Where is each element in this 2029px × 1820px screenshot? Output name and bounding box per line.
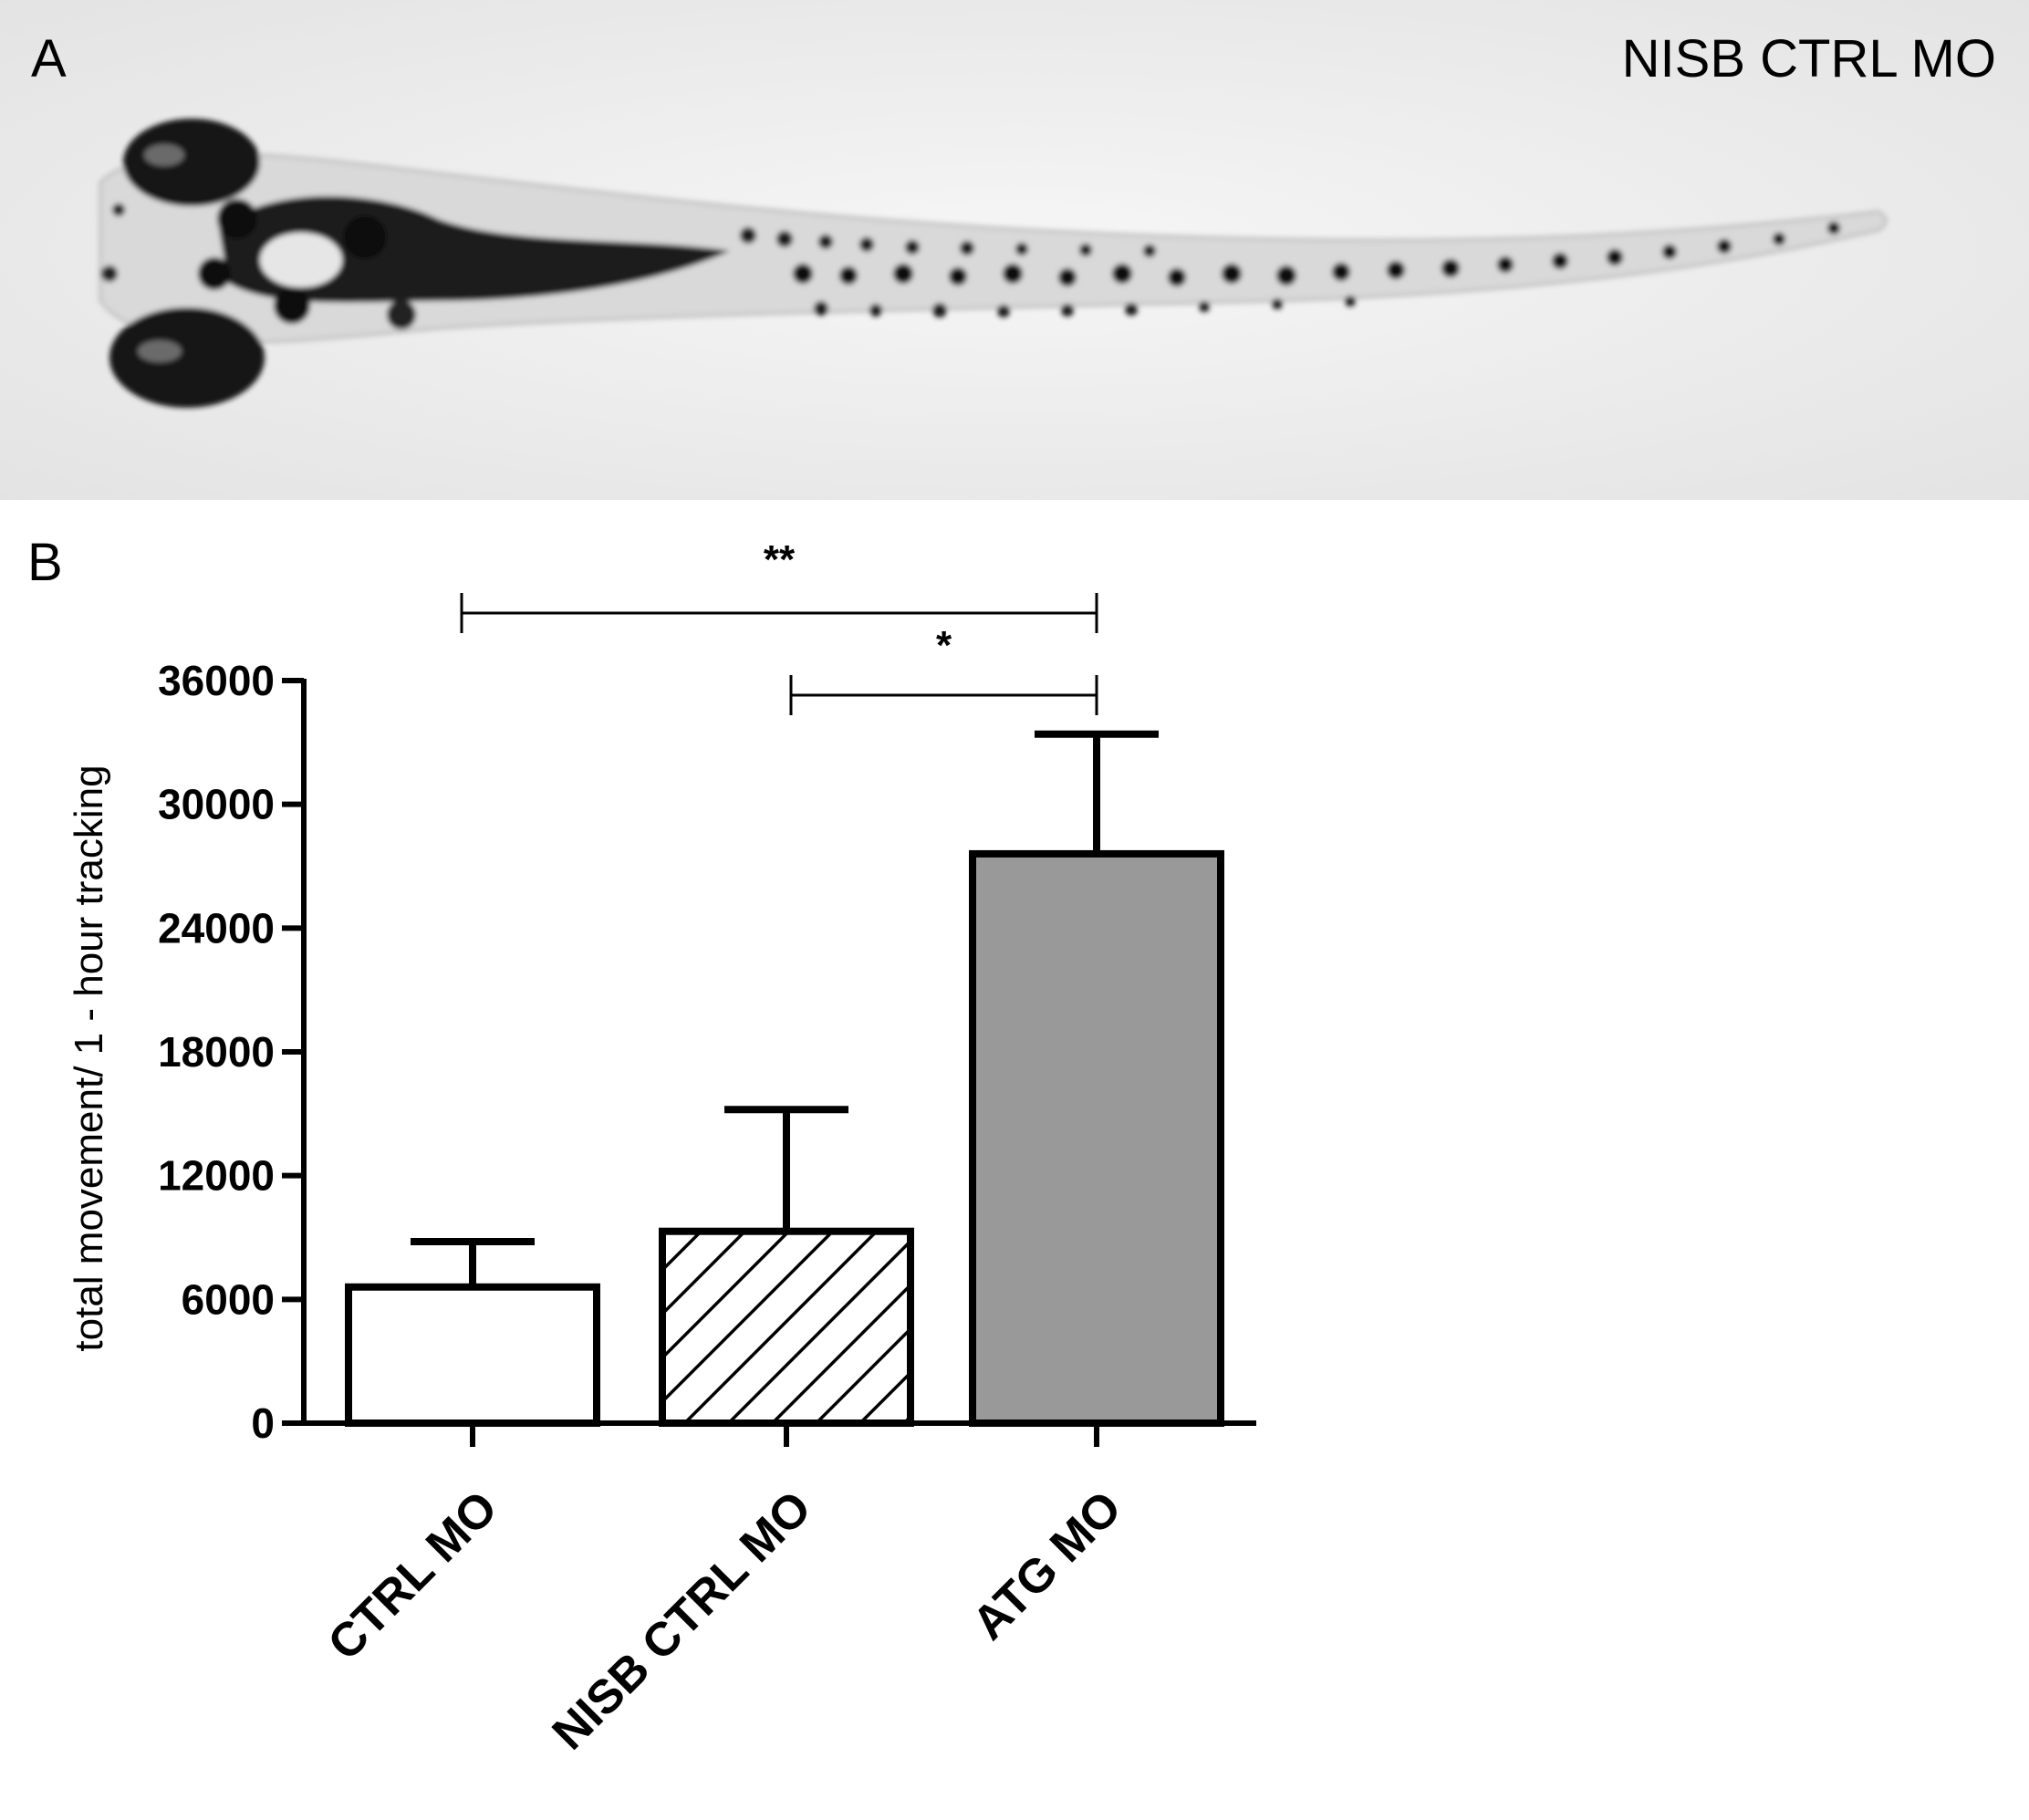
x-tick-label: ATG MO [962, 1481, 1131, 1649]
panel-a: A NISB CTRL MO [0, 0, 2029, 500]
x-axis: CTRL MO NISB CTRL MO ATG MO [304, 1420, 1256, 1760]
bar-nisb-ctrl-mo [659, 1227, 914, 1428]
bar-ctrl-mo [345, 1283, 600, 1428]
y-tick-label: 12000 [158, 1152, 275, 1200]
panel-a-letter: A [31, 29, 67, 88]
bars [345, 730, 1224, 1428]
significance-label: * [936, 623, 952, 668]
y-axis-title: total movement/ 1 - hour tracking [67, 764, 111, 1351]
x-tick-label: CTRL MO [318, 1481, 508, 1670]
bar-atg-mo [969, 849, 1224, 1427]
y-tick-label: 30000 [158, 781, 275, 828]
x-tick-label: NISB CTRL MO [543, 1481, 822, 1760]
y-tick-label: 36000 [158, 657, 275, 704]
significance-label: ** [764, 537, 796, 582]
y-tick-label: 6000 [182, 1275, 275, 1323]
panel-b-letter: B [27, 533, 63, 592]
significance-brackets: *** [460, 537, 1098, 715]
larva-photo [99, 119, 1888, 408]
y-tick-label: 24000 [158, 904, 275, 952]
y-axis: 0 6000 12000 18000 24000 30000 36000 [158, 657, 307, 1447]
y-tick-label: 0 [251, 1399, 275, 1447]
panel-a-title: NISB CTRL MO [1622, 29, 1996, 88]
y-tick-label: 18000 [158, 1028, 275, 1076]
